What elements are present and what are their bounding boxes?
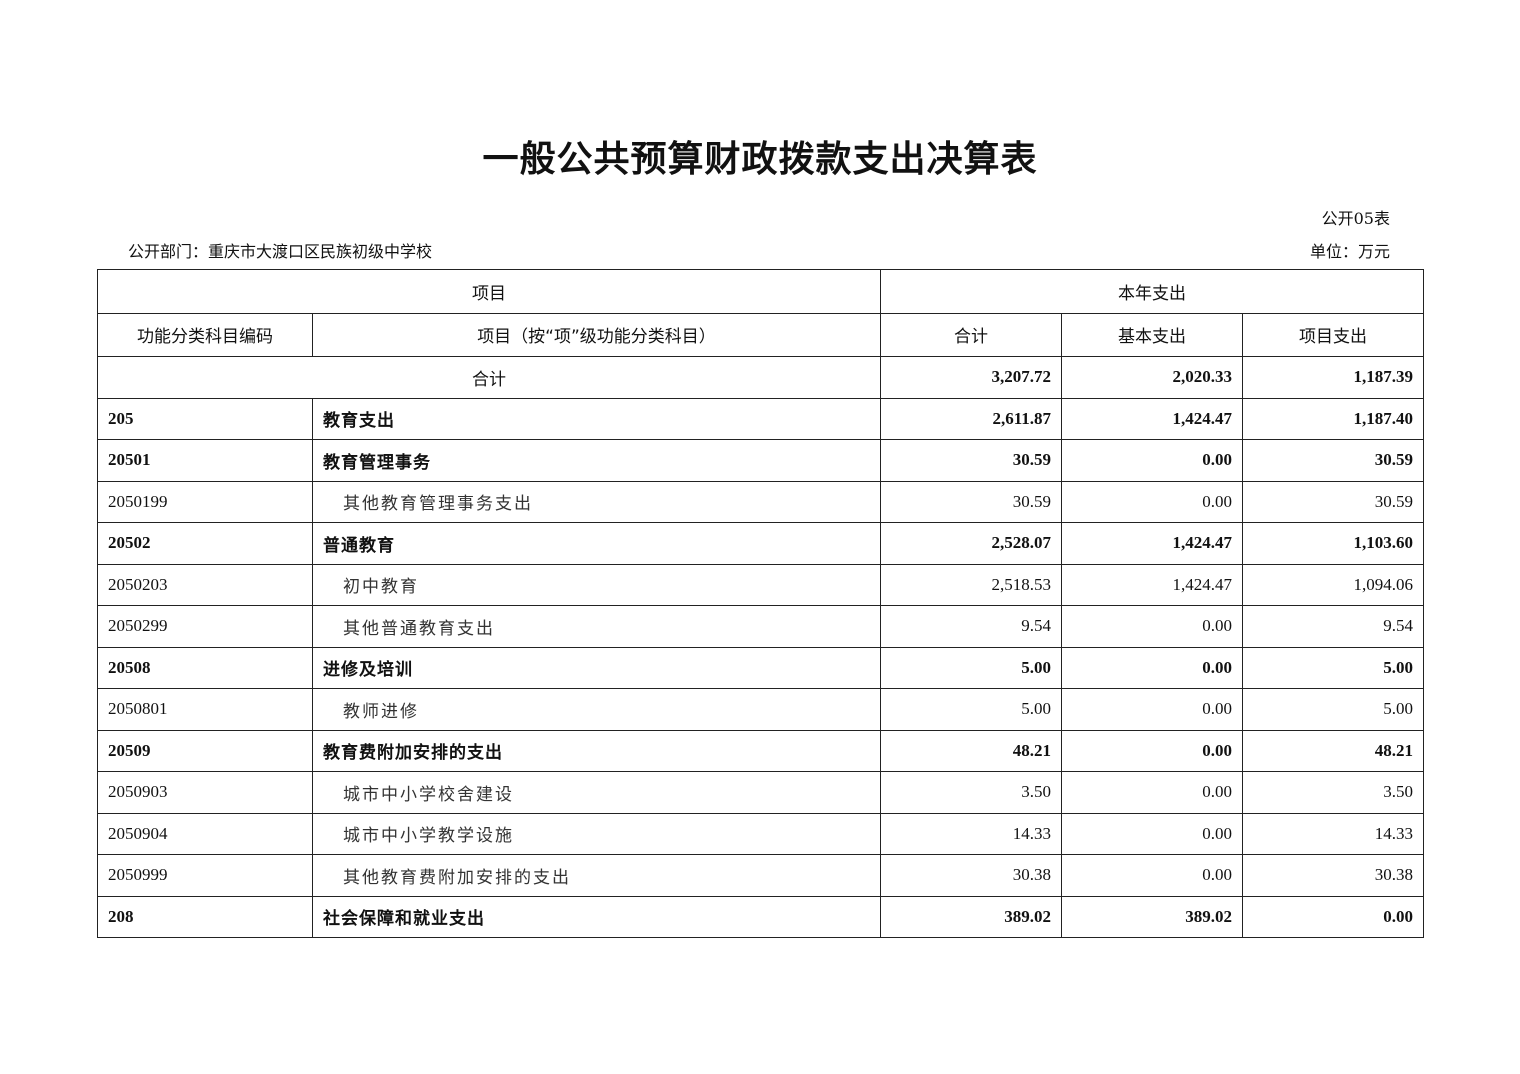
- table-row: 20509 教育费附加安排的支出 48.21 0.00 48.21: [97, 729, 1425, 772]
- row-code: 2050903: [97, 771, 313, 814]
- row-name: 教育费附加安排的支出: [312, 729, 881, 772]
- row-project: 5.00: [1241, 688, 1425, 731]
- table-row: 20508 进修及培训 5.00 0.00 5.00: [97, 646, 1425, 689]
- header-code: 功能分类科目编码: [97, 312, 313, 357]
- row-code: 2050801: [97, 688, 313, 731]
- header-group-row: 项目 本年支出: [97, 269, 1425, 314]
- row-name: 其他教育费附加安排的支出: [312, 854, 881, 897]
- row-total: 2,528.07: [880, 522, 1062, 565]
- row-name: 城市中小学教学设施: [312, 812, 881, 855]
- row-code: 2050199: [97, 480, 313, 523]
- page-title: 一般公共预算财政拨款支出决算表: [482, 139, 1038, 180]
- row-total: 2,518.53: [880, 563, 1062, 606]
- unit-label: 单位：万元: [1309, 242, 1390, 261]
- row-project: 1,094.06: [1241, 563, 1425, 606]
- header-row: 功能分类科目编码 项目（按“项”级功能分类科目） 合计 基本支出 项目支出: [97, 312, 1425, 357]
- row-basic: 0.00: [1061, 605, 1243, 648]
- header-basic: 基本支出: [1061, 312, 1243, 357]
- total-basic: 2,020.33: [1061, 356, 1243, 399]
- row-total: 14.33: [880, 812, 1062, 855]
- row-basic: 1,424.47: [1061, 522, 1243, 565]
- row-name: 教师进修: [312, 688, 881, 731]
- row-name: 其他教育管理事务支出: [312, 480, 881, 523]
- table-row: 2050999 其他教育费附加安排的支出 30.38 0.00 30.38: [97, 854, 1425, 897]
- row-basic: 0.00: [1061, 771, 1243, 814]
- row-total: 389.02: [880, 895, 1062, 938]
- row-total: 2,611.87: [880, 397, 1062, 440]
- table-row: 20502 普通教育 2,528.07 1,424.47 1,103.60: [97, 522, 1425, 565]
- row-total: 30.38: [880, 854, 1062, 897]
- row-project: 48.21: [1241, 729, 1425, 772]
- row-name: 教育管理事务: [312, 439, 881, 482]
- header-item-group: 项目: [97, 269, 881, 314]
- row-code: 208: [97, 895, 313, 938]
- row-total: 48.21: [880, 729, 1062, 772]
- row-code: 20501: [97, 439, 313, 482]
- row-basic: 0.00: [1061, 729, 1243, 772]
- row-basic: 0.00: [1061, 646, 1243, 689]
- row-basic: 0.00: [1061, 812, 1243, 855]
- row-total: 5.00: [880, 646, 1062, 689]
- row-name: 社会保障和就业支出: [312, 895, 881, 938]
- total-project: 1,187.39: [1241, 356, 1425, 399]
- row-project: 5.00: [1241, 646, 1425, 689]
- row-project: 1,187.40: [1241, 397, 1425, 440]
- row-name: 普通教育: [312, 522, 881, 565]
- table-row: 2050199 其他教育管理事务支出 30.59 0.00 30.59: [97, 480, 1425, 523]
- table-row: 205 教育支出 2,611.87 1,424.47 1,187.40: [97, 397, 1425, 440]
- table-row: 2050801 教师进修 5.00 0.00 5.00: [97, 688, 1425, 731]
- row-total: 5.00: [880, 688, 1062, 731]
- row-total: 9.54: [880, 605, 1062, 648]
- header-year-group: 本年支出: [879, 269, 1425, 314]
- row-total: 30.59: [880, 480, 1062, 523]
- row-project: 9.54: [1241, 605, 1425, 648]
- row-project: 14.33: [1241, 812, 1425, 855]
- row-project: 0.00: [1241, 895, 1425, 938]
- expenditure-table: 项目 本年支出 功能分类科目编码 项目（按“项”级功能分类科目） 合计 基本支出…: [97, 269, 1425, 938]
- row-basic: 0.00: [1061, 688, 1243, 731]
- table-row: 2050299 其他普通教育支出 9.54 0.00 9.54: [97, 605, 1425, 648]
- row-total: 30.59: [880, 439, 1062, 482]
- row-basic: 0.00: [1061, 439, 1243, 482]
- row-code: 20508: [97, 646, 313, 689]
- row-project: 1,103.60: [1241, 522, 1425, 565]
- row-name: 教育支出: [312, 397, 881, 440]
- row-name: 其他普通教育支出: [312, 605, 881, 648]
- form-number: 公开05表: [1321, 209, 1390, 228]
- row-basic: 0.00: [1061, 480, 1243, 523]
- total-label: 合计: [97, 356, 881, 399]
- table-row: 2050203 初中教育 2,518.53 1,424.47 1,094.06: [97, 563, 1425, 606]
- row-project: 30.38: [1241, 854, 1425, 897]
- header-name: 项目（按“项”级功能分类科目）: [312, 312, 881, 357]
- table-row: 20501 教育管理事务 30.59 0.00 30.59: [97, 439, 1425, 482]
- total-row: 合计 3,207.72 2,020.33 1,187.39: [97, 356, 1425, 399]
- row-name: 进修及培训: [312, 646, 881, 689]
- row-basic: 1,424.47: [1061, 563, 1243, 606]
- row-basic: 389.02: [1061, 895, 1243, 938]
- row-name: 城市中小学校舍建设: [312, 771, 881, 814]
- row-name: 初中教育: [312, 563, 881, 606]
- row-basic: 0.00: [1061, 854, 1243, 897]
- row-project: 3.50: [1241, 771, 1425, 814]
- row-code: 205: [97, 397, 313, 440]
- table-row: 208 社会保障和就业支出 389.02 389.02 0.00: [97, 895, 1425, 938]
- total-total: 3,207.72: [880, 356, 1062, 399]
- table-row: 2050903 城市中小学校舍建设 3.50 0.00 3.50: [97, 771, 1425, 814]
- row-total: 3.50: [880, 771, 1062, 814]
- department-label: 公开部门：重庆市大渡口区民族初级中学校: [128, 242, 433, 261]
- row-code: 2050299: [97, 605, 313, 648]
- row-basic: 1,424.47: [1061, 397, 1243, 440]
- row-project: 30.59: [1241, 480, 1425, 523]
- row-project: 30.59: [1241, 439, 1425, 482]
- row-code: 2050203: [97, 563, 313, 606]
- header-total: 合计: [880, 312, 1062, 357]
- row-code: 20509: [97, 729, 313, 772]
- header-project: 项目支出: [1241, 312, 1425, 357]
- row-code: 2050904: [97, 812, 313, 855]
- row-code: 2050999: [97, 854, 313, 897]
- table-row: 2050904 城市中小学教学设施 14.33 0.00 14.33: [97, 812, 1425, 855]
- row-code: 20502: [97, 522, 313, 565]
